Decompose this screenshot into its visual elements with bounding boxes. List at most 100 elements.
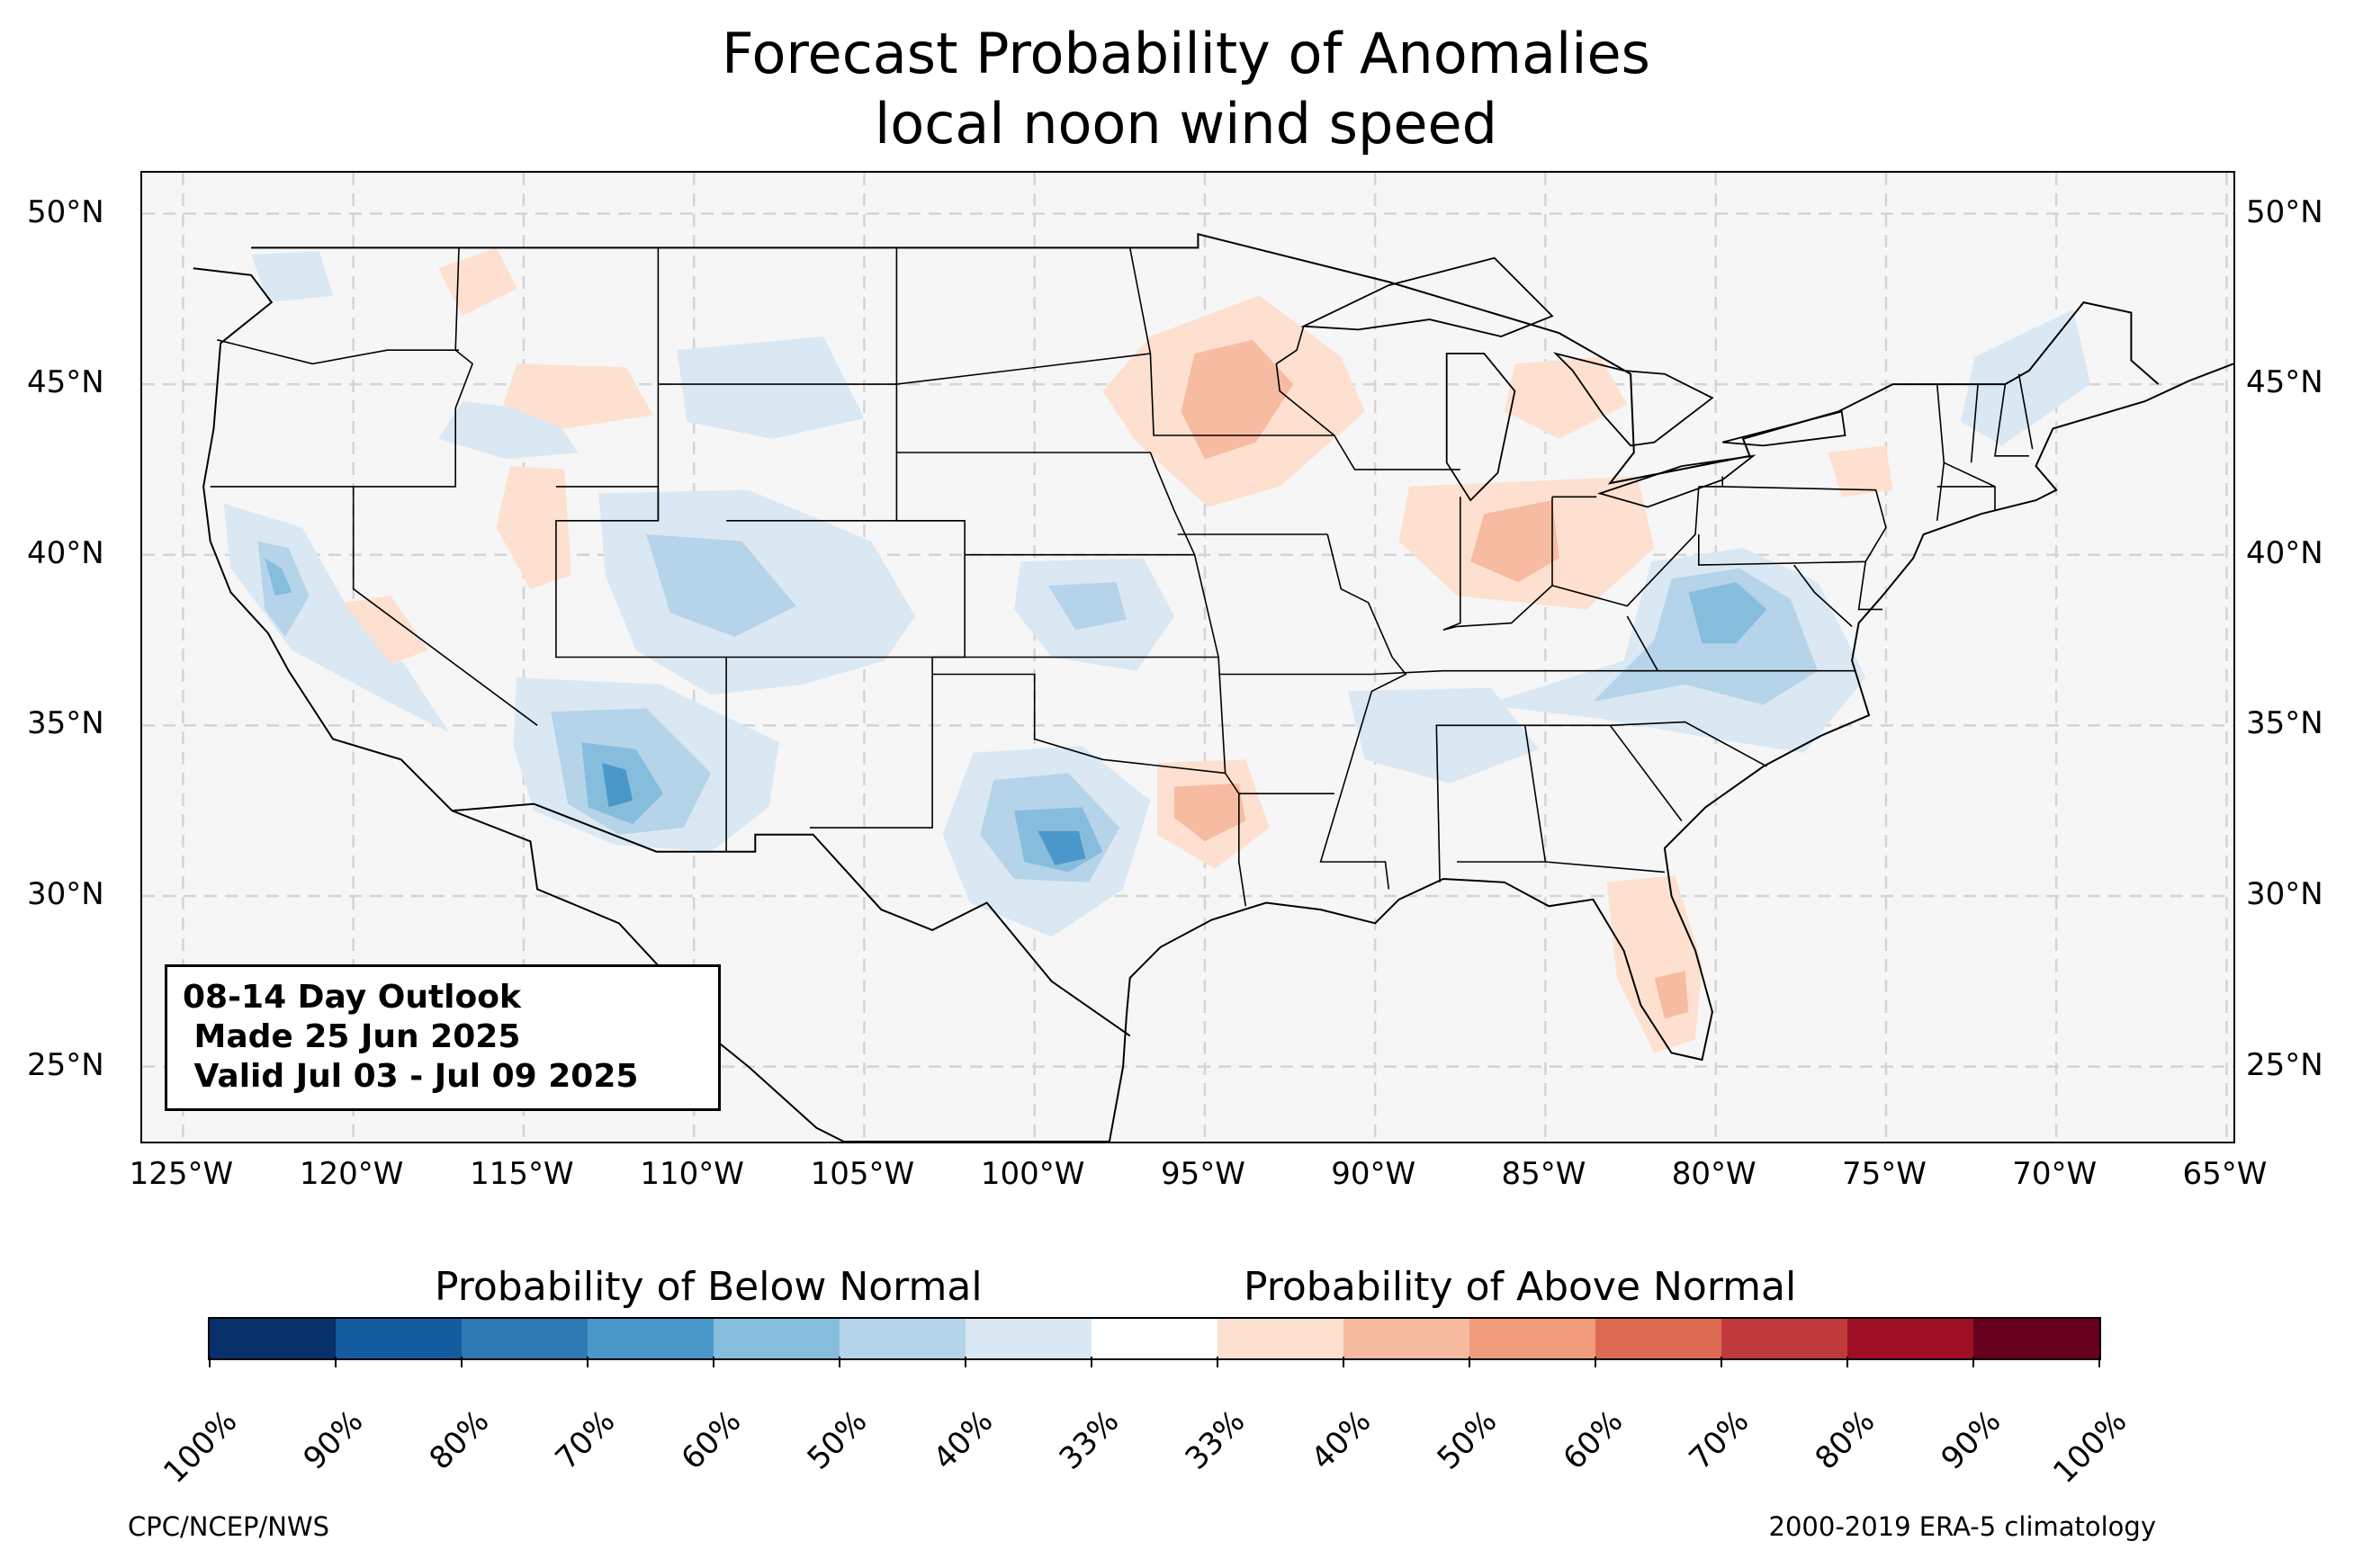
colorbar-swatch bbox=[210, 1319, 336, 1358]
lon-label: 95°W bbox=[1160, 1156, 1245, 1192]
anomaly-shading bbox=[223, 247, 2090, 1053]
colorbar-tick-label: 33% bbox=[1178, 1403, 1253, 1477]
lat-label: 40°N bbox=[2246, 534, 2323, 571]
state-boundary bbox=[1936, 384, 1945, 521]
colorbar-swatch bbox=[1092, 1319, 1217, 1358]
state-boundary bbox=[352, 486, 538, 726]
lat-label: 50°N bbox=[2246, 193, 2323, 230]
state-boundary bbox=[1609, 724, 1683, 821]
state-boundary bbox=[555, 247, 727, 852]
state-boundary bbox=[1857, 561, 1883, 611]
lat-label: 40°N bbox=[27, 534, 104, 571]
chart-subtitle: local noon wind speed bbox=[875, 91, 1497, 157]
state-boundary bbox=[1626, 615, 1658, 672]
outlook-valid-range: Valid Jul 03 - Jul 09 2025 bbox=[183, 1058, 639, 1095]
colorbar-tick-label: 50% bbox=[800, 1403, 875, 1477]
anomaly-contour bbox=[496, 466, 571, 589]
colorbar-tick bbox=[335, 1357, 337, 1367]
anomaly-contour bbox=[1688, 582, 1767, 644]
colorbar-tick-label: 90% bbox=[1934, 1403, 2008, 1477]
anomaly-contour bbox=[1961, 309, 2090, 446]
great-lake-outline bbox=[1445, 353, 1516, 502]
anomaly-contour bbox=[223, 503, 449, 732]
colorbar-tick-label: 40% bbox=[1304, 1403, 1379, 1477]
map-svg bbox=[142, 173, 2233, 1142]
anomaly-contour bbox=[1505, 356, 1628, 439]
colorbar-tick-label: 100% bbox=[157, 1403, 245, 1492]
anomaly-contour bbox=[251, 251, 333, 303]
state-boundary bbox=[1319, 533, 1407, 890]
colorbar bbox=[208, 1317, 2101, 1360]
state-boundary bbox=[1218, 669, 1855, 676]
colorbar-swatch bbox=[966, 1319, 1092, 1358]
state-boundary bbox=[932, 673, 1226, 775]
colorbar-tick bbox=[2098, 1357, 2100, 1367]
lon-label: 75°W bbox=[1841, 1156, 1927, 1192]
lon-label: 90°W bbox=[1331, 1156, 1416, 1192]
colorbar-swatch bbox=[1343, 1319, 1469, 1358]
anomaly-contour bbox=[602, 763, 633, 808]
anomaly-contour bbox=[677, 336, 865, 439]
colorbar-tick bbox=[1343, 1357, 1344, 1367]
credit-right: 2000-2019 ERA-5 climatology bbox=[1768, 1511, 2156, 1542]
lat-label: 25°N bbox=[2246, 1046, 2323, 1083]
lon-label: 70°W bbox=[2012, 1156, 2098, 1192]
colorbar-tick-label: 80% bbox=[422, 1403, 497, 1477]
colorbar-tick-label: 100% bbox=[2046, 1403, 2134, 1492]
outlook-made-date: Made 25 Jun 2025 bbox=[183, 1018, 521, 1055]
state-boundary bbox=[1994, 383, 2029, 457]
colorbar-swatch bbox=[336, 1319, 462, 1358]
outlook-info-box: 08-14 Day Outlook Made 25 Jun 2025 Valid… bbox=[165, 964, 721, 1111]
anomaly-contour bbox=[1347, 687, 1539, 784]
state-boundary bbox=[210, 247, 474, 488]
colorbar-tick bbox=[209, 1357, 211, 1367]
great-lake-outline bbox=[1721, 410, 1846, 447]
colorbar-tick bbox=[1721, 1357, 1722, 1367]
colorbar-swatch bbox=[1847, 1319, 1973, 1358]
anomaly-contour bbox=[1038, 830, 1086, 865]
lon-label: 80°W bbox=[1671, 1156, 1757, 1192]
colorbar-tick bbox=[839, 1357, 840, 1367]
colorbar-swatch bbox=[588, 1319, 714, 1358]
colorbar-swatch bbox=[1217, 1319, 1343, 1358]
colorbar-tick bbox=[1972, 1357, 1974, 1367]
colorbar-tick bbox=[713, 1357, 714, 1367]
outlook-period: 08-14 Day Outlook bbox=[183, 979, 521, 1016]
lat-label: 30°N bbox=[27, 875, 104, 912]
colorbar-swatch bbox=[1469, 1319, 1595, 1358]
colorbar-tick-label: 80% bbox=[1808, 1403, 1882, 1477]
colorbar-swatch bbox=[462, 1319, 588, 1358]
colorbar-tick bbox=[1595, 1357, 1596, 1367]
colorbar-swatch bbox=[1721, 1319, 1847, 1358]
lat-label: 45°N bbox=[27, 364, 104, 401]
lat-label: 45°N bbox=[2246, 364, 2323, 401]
state-boundary bbox=[1545, 861, 1665, 874]
state-boundary bbox=[1698, 486, 1887, 566]
anomaly-contour bbox=[1470, 500, 1559, 583]
state-boundary bbox=[1435, 721, 1767, 883]
canada-border bbox=[251, 233, 2160, 485]
state-boundary bbox=[555, 486, 660, 521]
great-lake-outline bbox=[1552, 352, 1714, 447]
colorbar-tick bbox=[1217, 1357, 1218, 1367]
colorbar-tick bbox=[1846, 1357, 1848, 1367]
anomaly-contour bbox=[646, 534, 796, 637]
lon-label: 85°W bbox=[1501, 1156, 1586, 1192]
colorbar-swatch bbox=[1973, 1319, 2099, 1358]
lat-label: 25°N bbox=[27, 1046, 104, 1083]
below-normal-heading: Probability of Below Normal bbox=[435, 1264, 983, 1310]
anomaly-contour bbox=[1654, 971, 1689, 1019]
state-boundary bbox=[217, 339, 459, 365]
colorbar-tick bbox=[461, 1357, 463, 1367]
lon-label: 125°W bbox=[129, 1156, 234, 1192]
anomaly-contour bbox=[438, 247, 517, 317]
colorbar-tick-label: 50% bbox=[1430, 1403, 1505, 1477]
lat-label: 35°N bbox=[2246, 705, 2323, 742]
lon-label: 115°W bbox=[470, 1156, 574, 1192]
state-boundary bbox=[1793, 564, 1853, 627]
state-boundary bbox=[2017, 373, 2034, 450]
lat-label: 30°N bbox=[2246, 875, 2323, 912]
lat-label: 35°N bbox=[27, 705, 104, 742]
lon-label: 105°W bbox=[810, 1156, 915, 1192]
anomaly-contour bbox=[265, 558, 292, 596]
